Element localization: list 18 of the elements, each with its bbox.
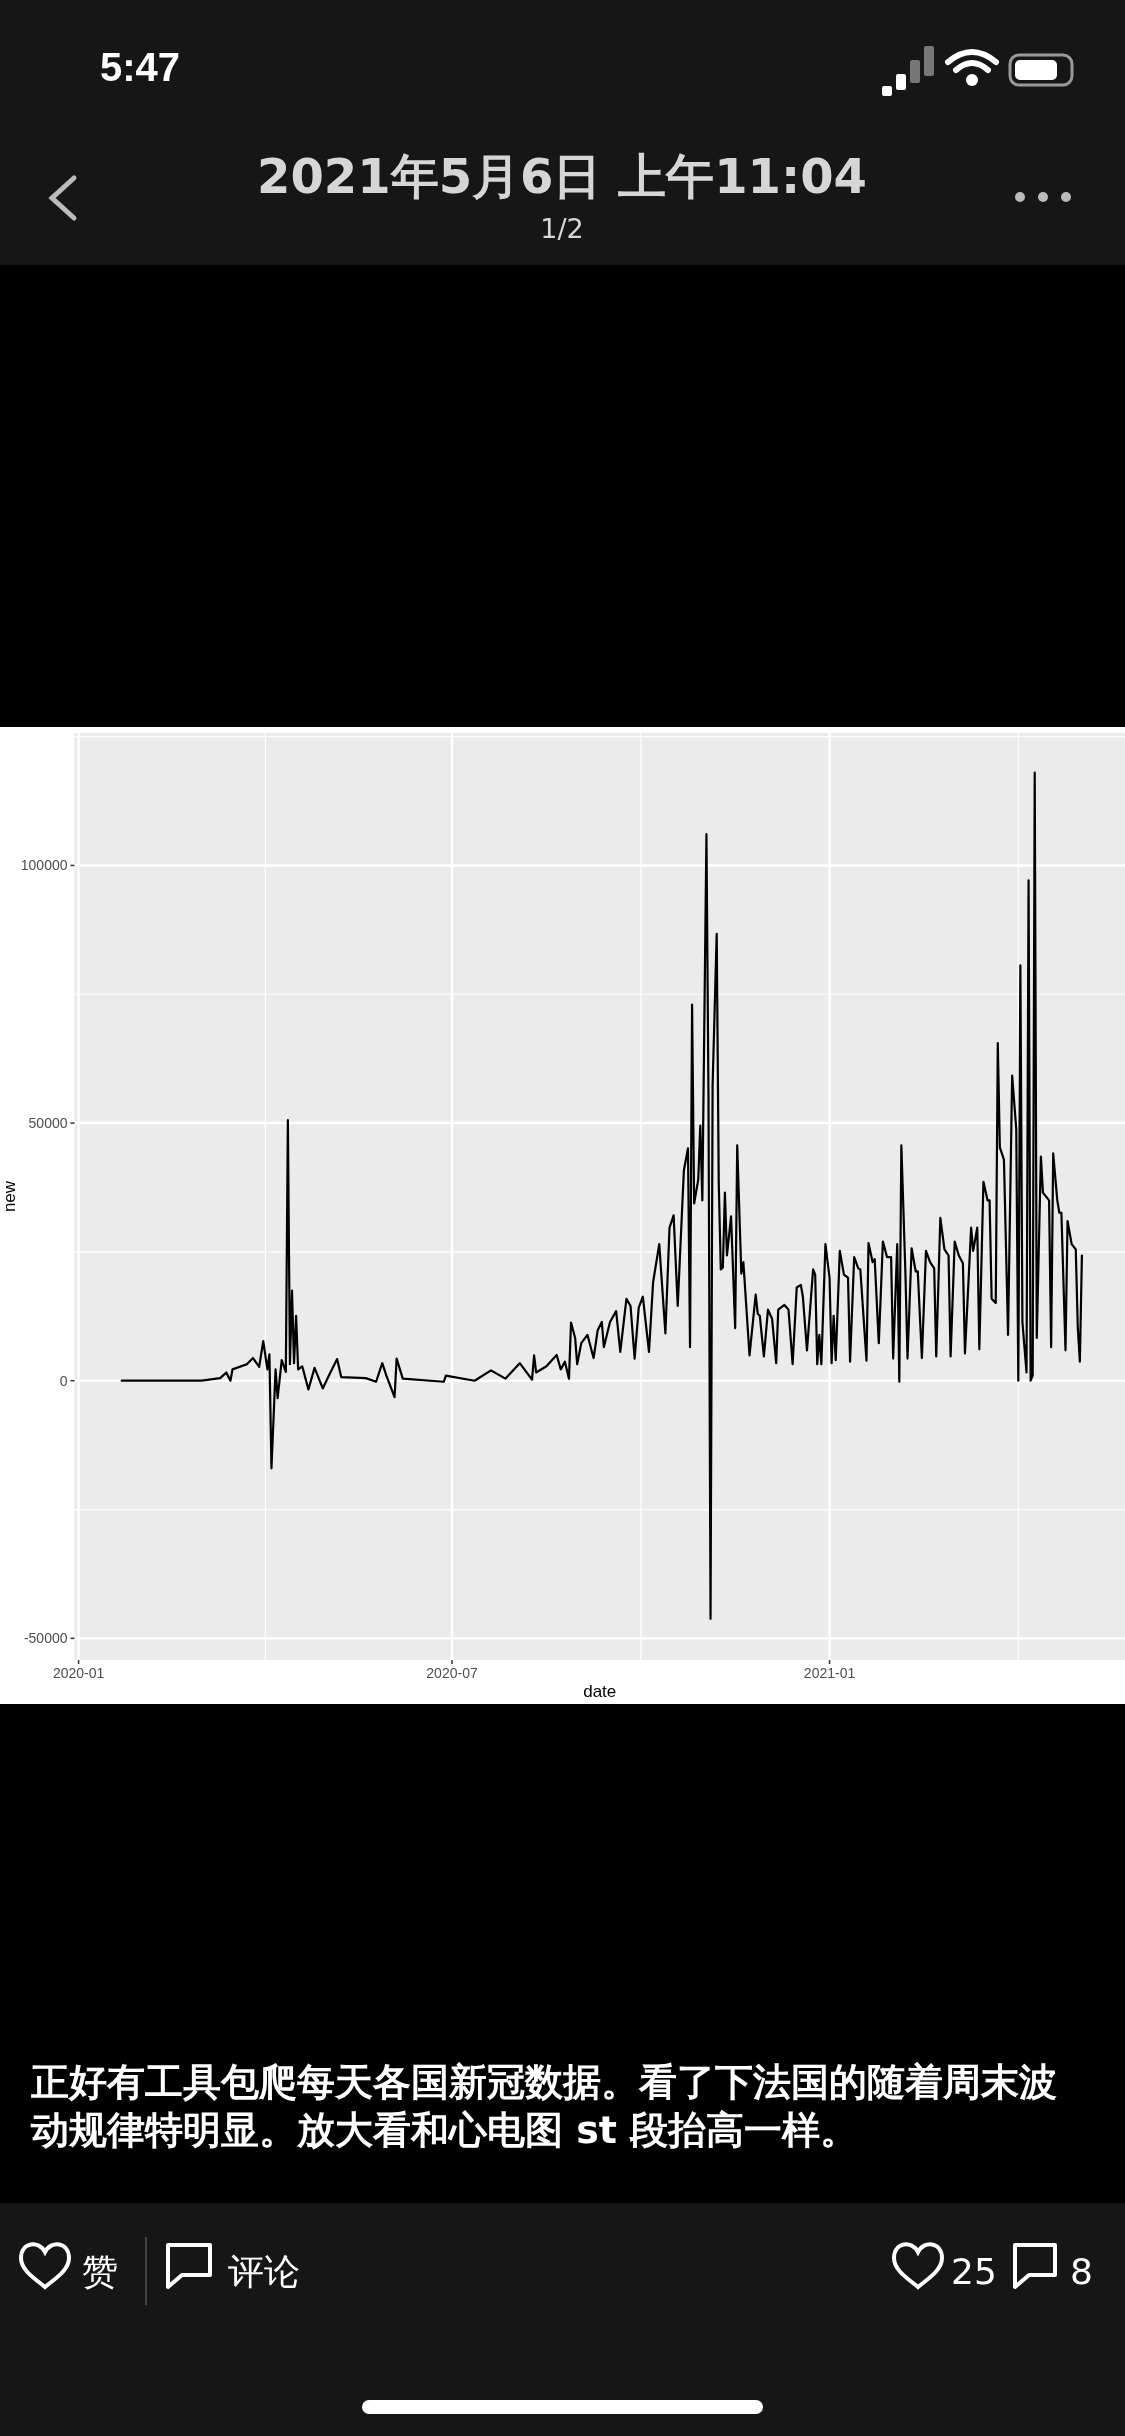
y-tick-label: 100000 — [20, 857, 68, 874]
text: 1/2 — [540, 213, 584, 244]
x-axis-title: date — [583, 1682, 617, 1701]
text: 评论 — [228, 2251, 300, 2292]
text: 8 — [1070, 2251, 1093, 2292]
text: 赞 — [82, 2251, 118, 2292]
text: 正好有工具包爬每天各国新冠数据。看了下法国的随着周末波动规律特明显。放大看和心电图 st 段抬高一样。 — [31, 2059, 1058, 2154]
y-tick-label: -50000 — [23, 1630, 68, 1647]
y-axis-title: new — [0, 1180, 19, 1213]
text: 2021年5月6日 上午11:04 — [257, 148, 867, 204]
text: 5:47 — [99, 45, 181, 89]
y-tick-label: 50000 — [28, 1115, 68, 1132]
x-tick-label: 2020-01 — [52, 1665, 105, 1681]
text: 25 — [951, 2251, 997, 2292]
x-tick-label: 2020-07 — [426, 1665, 478, 1681]
line-series — [120, 771, 1084, 1620]
y-tick-label: 0 — [59, 1372, 68, 1389]
x-tick-label: 2021-01 — [803, 1665, 856, 1681]
